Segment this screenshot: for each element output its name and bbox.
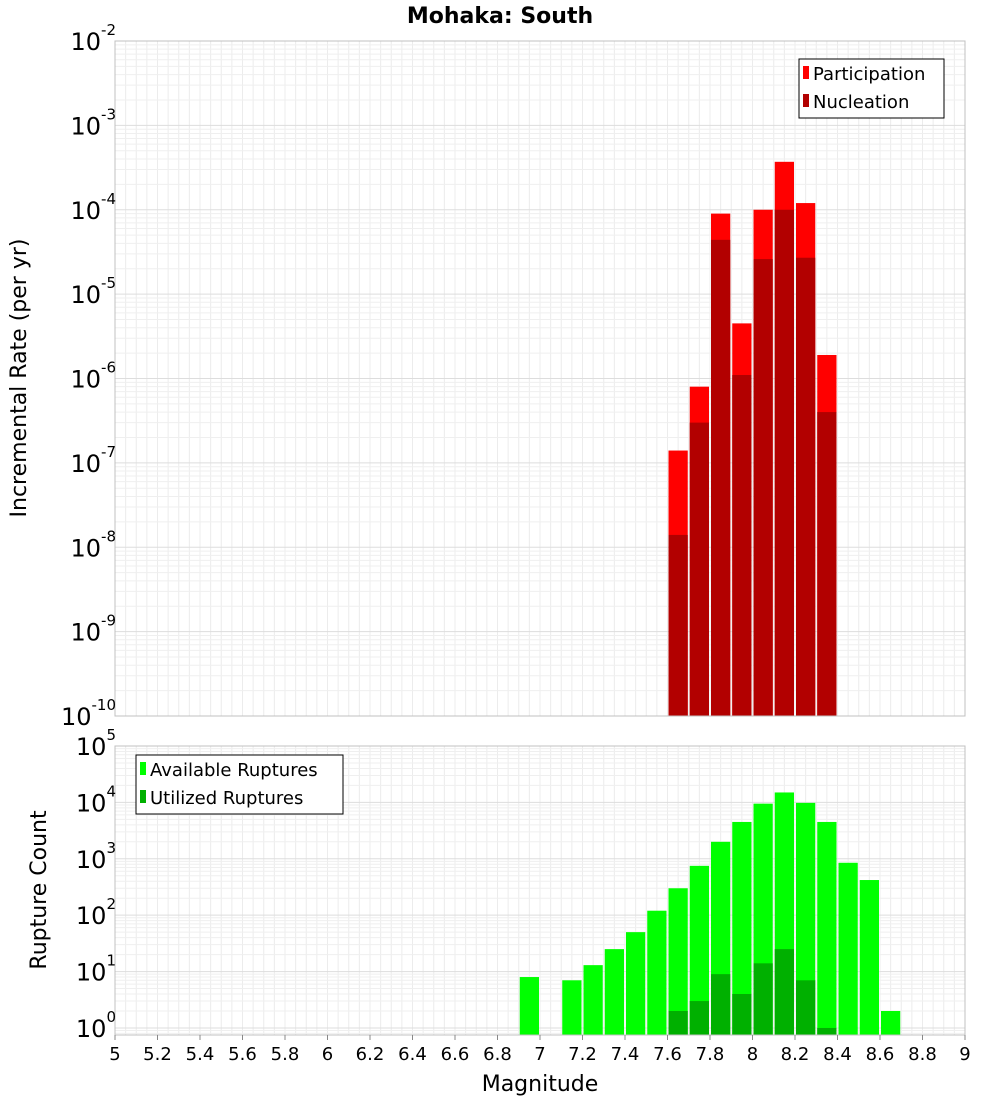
y-tick-label: 104 bbox=[76, 782, 116, 817]
legend-label: Utilized Ruptures bbox=[150, 788, 303, 809]
x-tick-label: 5.2 bbox=[143, 1044, 172, 1065]
y-tick-label: 10-8 bbox=[70, 527, 116, 562]
x-tick-label: 9 bbox=[959, 1044, 970, 1065]
count-legend: Available Ruptures Utilized Ruptures bbox=[135, 754, 344, 815]
x-tick-label: 7.2 bbox=[568, 1044, 597, 1065]
bar-inner-utilized-ruptures bbox=[774, 949, 794, 1035]
y-tick-label: 101 bbox=[76, 952, 116, 987]
bar-inner-nucleation bbox=[796, 257, 816, 716]
bar-available-ruptures bbox=[668, 888, 688, 1035]
bar-inner-nucleation bbox=[774, 209, 794, 716]
x-tick-label: 8.4 bbox=[823, 1044, 852, 1065]
legend-label: Available Ruptures bbox=[150, 760, 318, 781]
bar-inner-utilized-ruptures bbox=[753, 963, 773, 1035]
x-tick-label: 5.8 bbox=[271, 1044, 300, 1065]
rate-grid bbox=[114, 40, 966, 717]
y-tick-label: 10-2 bbox=[70, 21, 116, 56]
legend-box bbox=[135, 754, 344, 815]
x-tick-label: 7 bbox=[534, 1044, 545, 1065]
x-tick-label: 8.2 bbox=[781, 1044, 810, 1065]
bar-inner-utilized-ruptures bbox=[689, 1001, 709, 1035]
x-tick-label: 6.6 bbox=[441, 1044, 470, 1065]
legend-label: Nucleation bbox=[813, 92, 909, 113]
bar-available-ruptures bbox=[732, 821, 752, 1035]
rate-legend: Participation Nucleation bbox=[798, 58, 945, 119]
bar-available-ruptures bbox=[647, 910, 667, 1035]
bar-inner-nucleation bbox=[711, 239, 731, 716]
y-tick-label: 103 bbox=[76, 839, 116, 874]
count-panel: 100 101 102 103 104 105 Rupture Count Availab… bbox=[27, 726, 971, 1097]
bar-available-ruptures bbox=[626, 932, 646, 1035]
y-tick-label: 10-3 bbox=[70, 105, 116, 140]
bar-available-ruptures bbox=[519, 977, 539, 1035]
bar-available-ruptures bbox=[859, 880, 879, 1035]
y-tick-label: 10-9 bbox=[70, 612, 116, 647]
x-tick-label: 6 bbox=[322, 1044, 333, 1065]
x-ticks: 5 5.2 5.4 5.6 5.8 6 6.2 6.4 6.6 6.8 7 7.2 7.4 7.6 7.8 8… bbox=[109, 1035, 971, 1065]
x-tick-label: 5.4 bbox=[186, 1044, 215, 1065]
bar-available-ruptures bbox=[881, 1010, 901, 1035]
legend-box bbox=[798, 58, 945, 119]
legend-label: Participation bbox=[813, 64, 925, 85]
bar-available-ruptures bbox=[562, 980, 582, 1035]
bar-inner-utilized-ruptures bbox=[668, 1010, 688, 1035]
bar-inner-nucleation bbox=[689, 422, 709, 716]
rate-plot-border bbox=[114, 40, 966, 717]
x-tick-label: 5.6 bbox=[228, 1044, 257, 1065]
bar-inner-nucleation bbox=[732, 375, 752, 716]
x-tick-label: 7.4 bbox=[611, 1044, 640, 1065]
rate-y-ticks: 10-10 10-9 10-8 10-7 10-6 10-5 10-4 10-3 10-2 bbox=[61, 21, 116, 731]
y-tick-label: 102 bbox=[76, 895, 116, 930]
x-tick-label: 5 bbox=[109, 1044, 120, 1065]
x-tick-label: 7.6 bbox=[653, 1044, 682, 1065]
y-tick-label: 10-4 bbox=[70, 190, 116, 225]
count-y-axis-label: Rupture Count bbox=[27, 810, 52, 970]
rate-y-axis-label: Incremental Rate (per yr) bbox=[7, 239, 32, 518]
x-tick-label: 8 bbox=[747, 1044, 758, 1065]
x-axis-label: Magnitude bbox=[482, 1072, 599, 1097]
bar-available-ruptures bbox=[604, 949, 624, 1035]
bar-available-ruptures bbox=[817, 821, 837, 1035]
x-tick-label: 6.2 bbox=[356, 1044, 385, 1065]
bar-available-ruptures bbox=[689, 865, 709, 1035]
count-bars bbox=[519, 792, 901, 1035]
bar-inner-utilized-ruptures bbox=[817, 1027, 837, 1035]
legend-swatch bbox=[140, 762, 146, 775]
rate-panel: 10-10 10-9 10-8 10-7 10-6 10-5 10-4 10-3 10-2 In… bbox=[7, 21, 966, 731]
legend-swatch bbox=[803, 94, 809, 107]
bar-available-ruptures bbox=[583, 965, 603, 1035]
y-tick-label: 10-6 bbox=[70, 359, 116, 394]
y-tick-label: 10-5 bbox=[70, 274, 116, 309]
legend-swatch bbox=[140, 790, 146, 803]
y-tick-label: 10-10 bbox=[61, 696, 116, 731]
bar-available-ruptures bbox=[838, 862, 858, 1035]
bar-inner-utilized-ruptures bbox=[711, 974, 731, 1035]
x-tick-label: 8.6 bbox=[866, 1044, 895, 1065]
chart-title: Mohaka: South bbox=[407, 4, 593, 29]
bar-inner-nucleation bbox=[668, 534, 688, 716]
x-tick-label: 8.8 bbox=[908, 1044, 937, 1065]
y-tick-label: 105 bbox=[76, 726, 116, 761]
bar-inner-nucleation bbox=[753, 259, 773, 716]
legend-swatch bbox=[803, 66, 809, 79]
count-y-ticks: 100 101 102 103 104 105 bbox=[76, 726, 116, 1043]
bar-inner-utilized-ruptures bbox=[796, 980, 816, 1035]
y-tick-label: 100 bbox=[76, 1008, 116, 1043]
bar-available-ruptures bbox=[796, 802, 816, 1035]
x-tick-label: 6.4 bbox=[398, 1044, 427, 1065]
bar-inner-utilized-ruptures bbox=[732, 994, 752, 1035]
y-tick-label: 10-7 bbox=[70, 443, 116, 478]
rate-bars bbox=[668, 161, 837, 717]
bar-inner-nucleation bbox=[817, 412, 837, 716]
x-tick-label: 6.8 bbox=[483, 1044, 512, 1065]
x-tick-label: 7.8 bbox=[696, 1044, 725, 1065]
